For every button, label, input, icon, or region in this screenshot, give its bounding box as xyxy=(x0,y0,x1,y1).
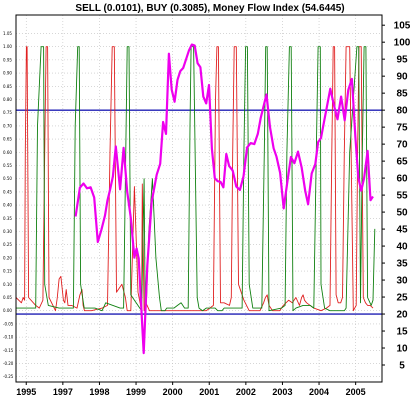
left-tick-label: 0.35 xyxy=(3,216,12,221)
x-tick-label: 2003 xyxy=(272,387,292,397)
mfi-series-line xyxy=(74,43,374,355)
reference-lines xyxy=(16,109,382,315)
left-tick-label: 0.70 xyxy=(3,123,12,128)
left-tick-label: -0.25 xyxy=(3,374,14,379)
buy-series-line xyxy=(16,46,376,312)
x-tick-label: 1998 xyxy=(89,387,109,397)
right-tick-label: 90 xyxy=(396,72,408,83)
left-tick-label: -0.05 xyxy=(3,321,14,326)
right-axis-ticks: 1051009590858075706560555045403530252015… xyxy=(382,21,411,372)
right-tick-label: 5 xyxy=(399,361,405,372)
chart-title: SELL (0.0101), BUY (0.3085), Money Flow … xyxy=(75,3,344,14)
plot-frame xyxy=(15,14,383,383)
sell-series-line xyxy=(15,46,374,312)
left-tick-label: 0.85 xyxy=(3,84,12,89)
right-tick-label: 65 xyxy=(396,157,408,168)
right-tick-label: 105 xyxy=(394,21,411,32)
right-tick-label: 50 xyxy=(396,208,408,219)
right-tick-label: 95 xyxy=(396,55,408,66)
x-tick-label: 1995 xyxy=(16,387,36,397)
right-tick-label: 55 xyxy=(396,191,408,202)
right-tick-label: 35 xyxy=(396,259,408,270)
left-tick-label: 0.30 xyxy=(3,229,12,234)
right-tick-label: 25 xyxy=(396,293,408,304)
x-tick-label: 1997 xyxy=(53,387,73,397)
left-tick-label: 0.65 xyxy=(3,137,12,142)
right-tick-label: 30 xyxy=(396,276,408,287)
left-tick-label: 0.20 xyxy=(3,255,12,260)
x-tick-label: 2005 xyxy=(346,387,366,397)
right-tick-label: 100 xyxy=(394,38,411,49)
left-tick-label: 0.80 xyxy=(3,97,12,102)
left-tick-label: 0.10 xyxy=(3,282,12,287)
x-tick-label: 2000 xyxy=(163,387,183,397)
x-tick-label: 2001 xyxy=(199,387,219,397)
left-axis-ticks: 1.05 1.00 0.95 0.90 0.85 0.80 0.75 0.70 0.65 0.60… xyxy=(3,31,14,379)
x-tick-label: 1999 xyxy=(126,387,146,397)
left-tick-label: 0.55 xyxy=(3,163,12,168)
left-tick-label: 0.45 xyxy=(3,189,12,194)
left-tick-label: 0.60 xyxy=(3,150,12,155)
left-tick-label: 0.05 xyxy=(3,295,12,300)
left-tick-label: -0.10 xyxy=(3,335,14,340)
right-tick-label: 75 xyxy=(396,123,408,134)
left-tick-label: 0.00 xyxy=(3,308,12,313)
x-tick-label: 2004 xyxy=(309,387,329,397)
right-tick-label: 40 xyxy=(396,242,408,253)
left-tick-label: 0.90 xyxy=(3,71,12,76)
right-tick-label: 60 xyxy=(396,174,408,185)
right-tick-label: 20 xyxy=(396,310,408,321)
left-tick-label: -0.20 xyxy=(3,361,14,366)
right-tick-label: 70 xyxy=(396,140,408,151)
x-tick-label: 2002 xyxy=(236,387,256,397)
left-tick-label: 0.50 xyxy=(3,176,12,181)
left-tick-label: 1.00 xyxy=(3,44,12,49)
right-tick-label: 85 xyxy=(396,89,408,100)
left-tick-label: 0.15 xyxy=(3,269,12,274)
left-tick-label: 0.25 xyxy=(3,242,12,247)
left-tick-label: 0.95 xyxy=(3,57,12,62)
right-tick-label: 15 xyxy=(396,327,408,338)
right-tick-label: 80 xyxy=(396,106,408,117)
left-tick-label: -0.15 xyxy=(3,348,14,353)
left-tick-label: 0.75 xyxy=(3,110,12,115)
series-lines xyxy=(15,43,376,355)
right-tick-label: 45 xyxy=(396,225,408,236)
left-tick-label: 0.40 xyxy=(3,203,12,208)
left-tick-label: 1.05 xyxy=(3,31,12,36)
right-tick-label: 10 xyxy=(396,344,408,355)
